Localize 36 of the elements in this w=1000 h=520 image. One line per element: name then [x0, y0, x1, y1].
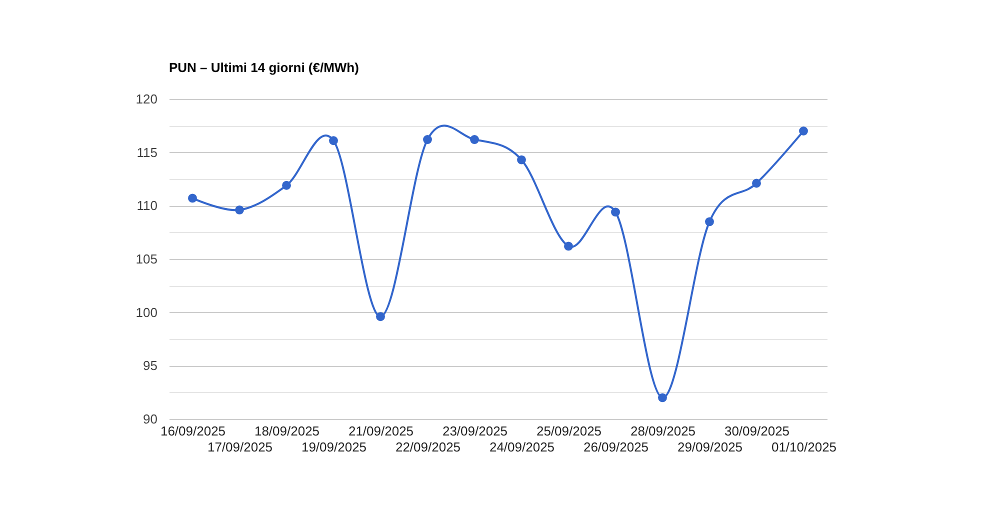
- point: [376, 312, 385, 322]
- y-tick-label: 120: [136, 92, 158, 106]
- chart-title: PUN – Ultimi 14 giorni (€/MWh): [169, 60, 359, 75]
- x-tick-label: 30/09/2025: [724, 424, 790, 438]
- y-tick-label: 95: [143, 358, 158, 374]
- point: [282, 180, 291, 190]
- x-tick-label: 24/09/2025: [489, 440, 555, 454]
- x-tick-label: 26/09/2025: [583, 440, 649, 454]
- x-tick-label: 01/10/2025: [771, 440, 837, 454]
- x-tick-label: 29/09/2025: [677, 440, 743, 454]
- y-tick-label: 105: [136, 252, 158, 266]
- x-tick-label: 16/09/2025: [160, 424, 226, 438]
- point: [564, 242, 573, 251]
- point: [329, 136, 338, 146]
- point: [517, 155, 526, 164]
- point: [235, 205, 244, 214]
- x-tick-label: 21/09/2025: [348, 424, 414, 438]
- x-tick-label: 18/09/2025: [254, 424, 320, 438]
- x-tick-label: 25/09/2025: [536, 424, 602, 438]
- point: [470, 135, 479, 144]
- x-tick-label: 28/09/2025: [630, 424, 696, 438]
- point: [658, 393, 667, 402]
- y-tick-label: 110: [136, 198, 158, 214]
- point: [752, 178, 761, 188]
- point: [799, 126, 808, 136]
- x-tick-label: 22/09/2025: [395, 440, 461, 454]
- point: [611, 208, 620, 217]
- x-tick-label: 19/09/2025: [301, 440, 367, 454]
- point: [423, 135, 432, 144]
- point: [705, 217, 714, 226]
- point: [188, 194, 197, 203]
- y-tick-label: 115: [136, 144, 158, 160]
- x-tick-label: 23/09/2025: [442, 424, 508, 438]
- x-tick-label: 17/09/2025: [207, 440, 273, 454]
- y-tick-label: 100: [136, 304, 158, 320]
- y-tick-label: 90: [143, 412, 158, 426]
